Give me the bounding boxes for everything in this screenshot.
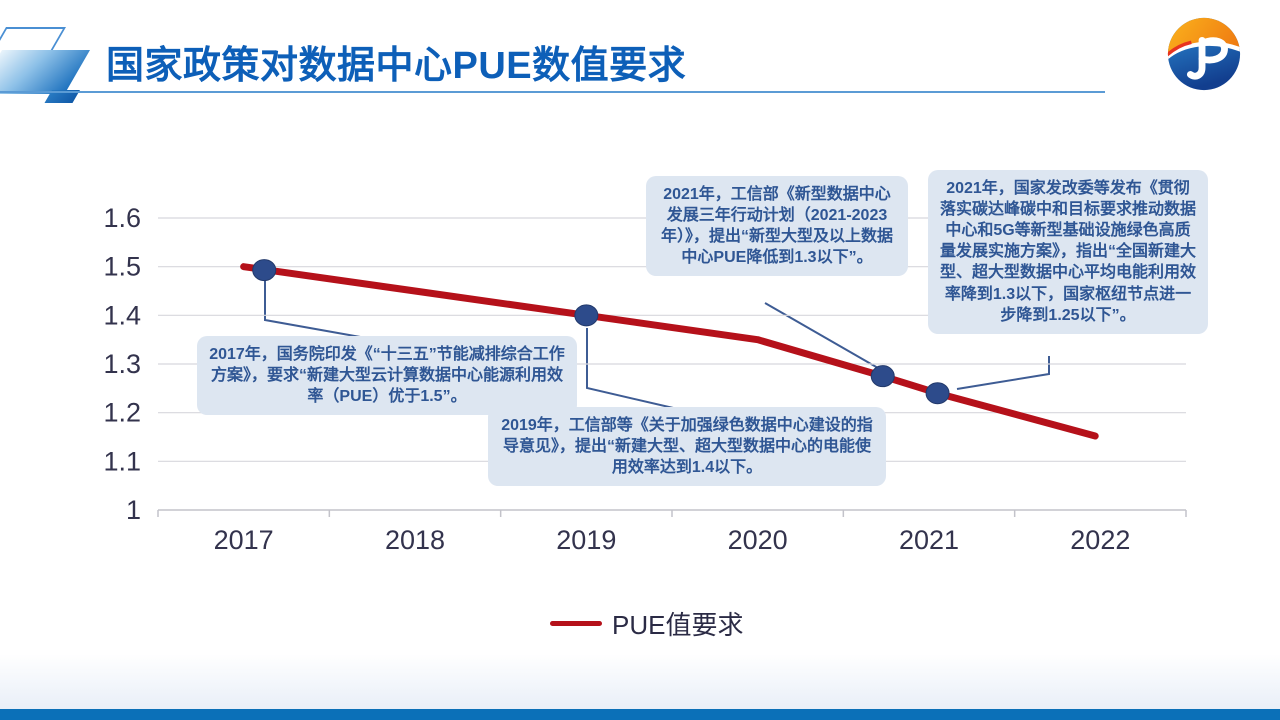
y-tick-label: 1.6: [103, 203, 141, 233]
x-tick-label: 2020: [728, 525, 788, 555]
annotation-box-2021-miit: 2021年，工信部《新型数据中心发展三年行动计划（2021-2023年）》，提出…: [646, 176, 908, 277]
x-tick-label: 2021: [899, 525, 959, 555]
annotation-connector-2021-ndrc: [956, 356, 1050, 390]
footer-gradient-band: [0, 654, 1280, 709]
y-tick-label: 1.3: [103, 349, 141, 379]
page-title: 国家政策对数据中心PUE数值要求: [106, 45, 687, 87]
data-point-marker: [925, 382, 950, 405]
data-point-marker: [574, 304, 599, 327]
company-logo-icon: [1167, 17, 1241, 91]
chart-legend: PUE值要求: [550, 605, 743, 642]
header-divider: [0, 91, 1105, 93]
x-tick-label: 2018: [385, 525, 445, 555]
annotation-box-2021-ndrc: 2021年，国家发改委等发布《贯彻落实碳达峰碳中和目标要求推动数据中心和5G等新…: [928, 170, 1208, 334]
y-tick-label: 1.4: [103, 300, 141, 330]
annotation-box-2019: 2019年，工信部等《关于加强绿色数据中心建设的指导意见》，提出“新建大型、超大…: [488, 407, 886, 487]
x-tick-label: 2022: [1070, 525, 1130, 555]
legend-line-swatch: [550, 621, 602, 626]
y-tick-label: 1.1: [103, 446, 141, 476]
y-tick-label: 1.2: [103, 398, 141, 428]
annotation-connector-2021-miit: [764, 302, 879, 369]
x-tick-label: 2017: [214, 525, 274, 555]
annotation-connector-2017: [264, 280, 367, 339]
x-tick-label: 2019: [556, 525, 616, 555]
annotation-connector-2019: [586, 328, 683, 411]
footer-bar: [0, 709, 1280, 720]
legend-label: PUE值要求: [612, 610, 744, 640]
y-tick-label: 1.5: [103, 252, 141, 282]
annotation-box-2017: 2017年，国务院印发《“十三五”节能减排综合工作方案》，要求“新建大型云计算数…: [197, 336, 577, 416]
data-point-marker: [870, 365, 895, 388]
data-point-marker: [252, 259, 277, 282]
y-tick-label: 1: [126, 495, 141, 525]
